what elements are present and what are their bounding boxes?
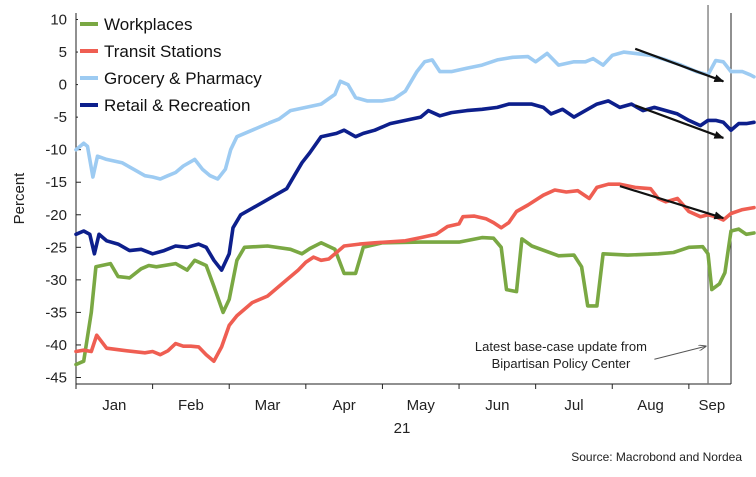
y-tick-label: -20 [45, 207, 67, 224]
annotation-arrow [654, 346, 705, 360]
y-tick-label: 5 [59, 44, 67, 61]
x-tick-label: Mar [255, 397, 281, 414]
legend-label: Workplaces [104, 15, 193, 34]
x-year-label: 21 [394, 420, 411, 437]
y-tick-label: -25 [45, 239, 67, 256]
legend-label: Transit Stations [104, 42, 221, 61]
y-tick-label: -30 [45, 272, 67, 289]
y-tick-label: -40 [45, 337, 67, 354]
x-tick-label: May [407, 397, 436, 414]
x-tick-label: Sep [698, 397, 725, 414]
x-tick-label: Apr [332, 397, 355, 414]
y-tick-label: -10 [45, 142, 67, 159]
axes: 10 5 0 -5 -10 -15 -20 -25 -30 -35 -40 -45 Percent Jan… [11, 5, 732, 414]
legend-background [78, 12, 268, 122]
x-tick-label: Jan [102, 397, 126, 414]
x-tick-label: Aug [637, 397, 664, 414]
legend-label: Grocery & Pharmacy [104, 69, 262, 88]
x-tick-label: Feb [178, 397, 204, 414]
x-tick-label: Jul [564, 397, 583, 414]
annotation-text: Latest base-case update from [475, 339, 647, 354]
legend: Workplaces Transit Stations Grocery & Phar… [78, 12, 268, 122]
y-axis-label: Percent [11, 172, 28, 225]
y-tick-label: -15 [45, 174, 67, 191]
y-tick-label: -45 [45, 369, 67, 386]
y-tick-label: 10 [50, 12, 67, 29]
y-tick-label: 0 [59, 77, 67, 94]
series-lines [74, 50, 756, 367]
source-note: Source: Macrobond and Nordea [571, 450, 742, 464]
trend-arrow [634, 47, 725, 83]
trend-arrow [634, 104, 725, 140]
trend-arrow [619, 185, 725, 220]
annotations: Latest base-case update from Bipartisan P… [475, 47, 725, 371]
y-tick-label: -5 [54, 109, 67, 126]
series-line-retail-recreation [74, 99, 756, 272]
series-line-transit-stations [74, 182, 756, 363]
legend-label: Retail & Recreation [104, 96, 250, 115]
series-line-grocery-pharmacy [74, 50, 756, 181]
y-tick-label: -35 [45, 304, 67, 321]
annotation-text: Bipartisan Policy Center [492, 356, 631, 371]
x-tick-label: Jun [485, 397, 509, 414]
